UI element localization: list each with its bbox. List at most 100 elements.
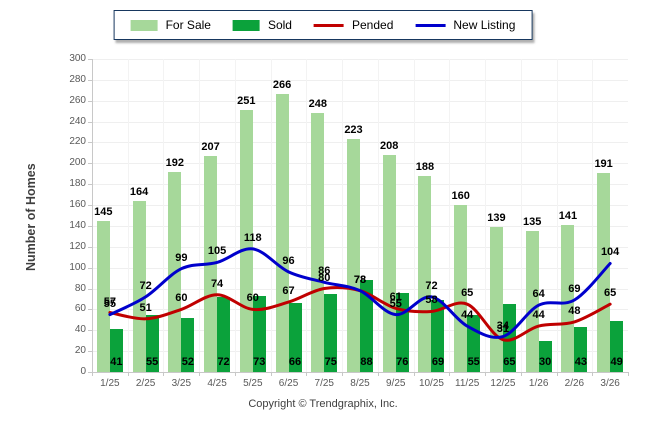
bar-for-sale	[347, 139, 360, 372]
bar-label-sold: 72	[217, 356, 230, 368]
x-tick-label: 11/25	[455, 378, 480, 389]
bar-label-sold: 69	[431, 356, 445, 368]
line-label-pended: 78	[353, 273, 367, 286]
line-label-pended: 48	[568, 304, 581, 317]
x-tickmark	[92, 372, 93, 376]
y-tickmark	[88, 100, 92, 102]
bar-label-sold: 73	[253, 356, 266, 368]
x-tickmark	[342, 372, 344, 376]
bar-sold	[610, 320, 624, 372]
line-label-pended: 60	[246, 292, 259, 305]
bar-label-for-sale: 160	[451, 190, 470, 203]
x-tickmark	[628, 372, 629, 376]
line-label-pended: 51	[139, 301, 152, 314]
gridline	[92, 205, 628, 207]
line-label-new-listing: 78	[353, 273, 367, 286]
legend-swatch-for-sale	[130, 19, 158, 31]
gridline	[92, 121, 628, 123]
x-tickmark	[270, 372, 272, 376]
x-axis-line	[92, 372, 628, 373]
legend-label: For Sale	[165, 18, 211, 32]
line-label-pended: 80	[318, 271, 331, 284]
line-label-pended: 58	[425, 294, 438, 307]
bar-label-sold: 41	[110, 356, 123, 368]
line-label-new-listing: 96	[282, 254, 295, 267]
y-tick-label: 60	[74, 303, 86, 315]
y-tick-label: 180	[69, 178, 86, 190]
x-tick-label: 2/25	[135, 378, 156, 389]
bar-label-for-sale: 164	[129, 185, 149, 198]
line-label-new-listing: 118	[243, 231, 262, 244]
line-label-new-listing: 99	[175, 251, 188, 264]
x-tickmark	[234, 372, 236, 376]
gridline	[92, 267, 628, 269]
gridline	[520, 59, 522, 372]
legend-item-pended: Pended	[313, 18, 393, 32]
bar-for-sale	[311, 113, 325, 372]
gridline	[92, 79, 628, 81]
line-label-pended: 44	[532, 309, 545, 322]
legend-label: Sold	[267, 18, 292, 32]
bar-sold	[288, 303, 302, 372]
bar-label-for-sale: 192	[165, 156, 184, 169]
line-label-pended: 60	[175, 292, 188, 305]
gridline	[92, 59, 628, 60]
bar-label-sold: 66	[288, 356, 302, 368]
y-tick-label: 220	[69, 136, 86, 148]
x-tickmark	[592, 372, 594, 376]
bar-for-sale	[525, 231, 539, 372]
y-tickmark	[88, 246, 92, 248]
y-tick-label: 40	[74, 324, 86, 336]
line-label-new-listing: 72	[139, 279, 152, 292]
y-tick-label: 300	[69, 53, 86, 64]
gridline	[92, 184, 628, 186]
y-tickmark	[88, 79, 92, 81]
legend-swatch-pended	[313, 23, 344, 27]
gridline	[92, 163, 628, 165]
y-tick-label: 0	[80, 366, 86, 377]
legend-swatch-new-listing	[415, 23, 446, 27]
line-label-new-listing: 105	[207, 245, 227, 258]
gridline	[342, 59, 344, 372]
line-label-new-listing: 64	[532, 288, 545, 301]
line-label-pended: 61	[389, 291, 402, 304]
legend-swatch-sold	[232, 19, 260, 31]
legend-label: New Listing	[453, 18, 516, 32]
y-tick-label: 120	[69, 240, 86, 252]
x-tick-label: 8/25	[350, 378, 370, 389]
gridline	[485, 59, 487, 372]
y-tickmark	[88, 351, 92, 353]
x-tick-label: 3/25	[171, 378, 192, 389]
line-label-pended: 67	[282, 285, 295, 298]
bar-label-for-sale: 191	[594, 157, 613, 170]
x-tickmark	[127, 372, 129, 376]
bar-label-sold: 30	[539, 356, 552, 368]
bar-label-sold: 52	[181, 356, 194, 368]
line-label-new-listing: 34	[496, 319, 510, 332]
bar-sold	[181, 317, 195, 372]
x-tickmark	[485, 372, 487, 376]
y-tickmark	[88, 288, 92, 290]
bar-sold	[324, 293, 338, 372]
bar-label-for-sale: 207	[201, 141, 220, 154]
bar-label-sold: 65	[503, 356, 516, 368]
y-tick-label: 80	[74, 282, 86, 294]
x-tickmark	[449, 372, 451, 376]
bar-sold	[109, 329, 123, 372]
gridline	[199, 59, 201, 372]
y-tickmark	[88, 267, 92, 269]
y-tickmark	[88, 59, 92, 60]
line-new-listing	[108, 247, 612, 339]
line-label-new-listing: 72	[425, 279, 438, 292]
y-axis-line	[92, 59, 93, 372]
line-label-pended: 74	[210, 277, 224, 290]
y-tick-label: 240	[69, 115, 86, 127]
bar-sold	[360, 280, 373, 372]
line-label-pended: 31	[496, 322, 510, 335]
x-tick-label: 5/25	[243, 378, 263, 389]
x-tickmark	[556, 372, 558, 376]
legend-item-sold: Sold	[232, 18, 292, 32]
line-label-new-listing: 69	[568, 283, 581, 295]
bar-sold	[252, 295, 266, 372]
x-tick-label: 4/25	[207, 378, 227, 389]
